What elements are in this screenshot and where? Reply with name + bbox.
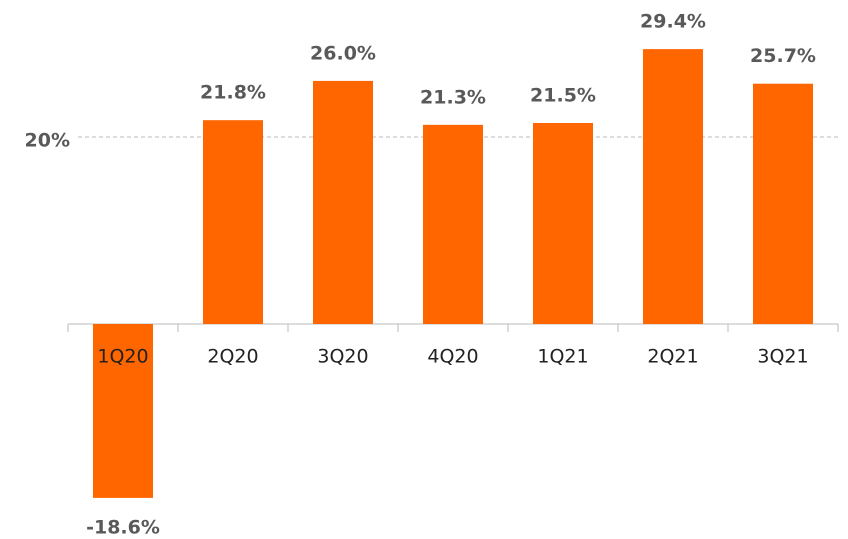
x-tick-label: 2Q20 [207, 346, 258, 368]
x-tick-label: 1Q20 [97, 346, 148, 368]
value-label: 26.0% [310, 42, 376, 64]
x-tick-label: 4Q20 [427, 346, 478, 368]
x-tick-label: 1Q21 [537, 346, 588, 368]
value-label: -18.6% [86, 516, 160, 538]
value-label: 29.4% [640, 11, 706, 33]
x-tick-label: 2Q21 [647, 346, 698, 368]
bar [93, 324, 153, 498]
bar [753, 83, 813, 324]
bar [533, 122, 593, 324]
x-tick-label: 3Q21 [757, 346, 808, 368]
value-label: 21.8% [200, 82, 266, 104]
bar [643, 49, 703, 325]
value-label: 25.7% [750, 45, 816, 67]
value-label: 21.3% [420, 86, 486, 108]
x-tick-label: 3Q20 [317, 346, 368, 368]
bar [203, 120, 263, 324]
value-label: 21.5% [530, 84, 596, 106]
bar [423, 124, 483, 324]
bar [313, 80, 373, 325]
y-tick-label: 20% [25, 130, 70, 152]
